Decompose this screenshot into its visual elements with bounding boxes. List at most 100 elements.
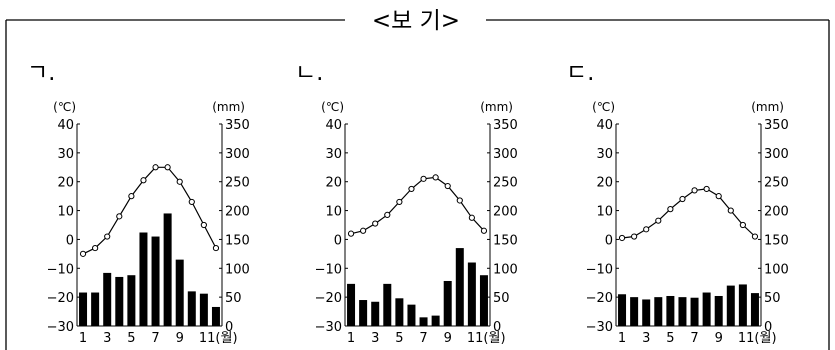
panel-label: ㄷ. (566, 60, 594, 86)
month-tick-label: 3 (642, 331, 650, 346)
temperature-tick-label: −20 (586, 291, 613, 306)
precipitation-bar (690, 297, 699, 326)
temperature-tick-label: 10 (325, 205, 342, 220)
precipitation-bar (738, 284, 747, 326)
temperature-tick-label: 0 (605, 233, 613, 248)
temperature-unit: (℃) (321, 100, 344, 114)
precipitation-tick-label: 200 (225, 205, 250, 220)
temperature-point (347, 230, 355, 237)
precipitation-unit: (mm) (480, 100, 513, 114)
temperature-tick-label: 30 (596, 147, 613, 162)
precipitation-bar (702, 292, 711, 326)
panel-label: ㄱ. (27, 60, 55, 86)
precipitation-bar (383, 283, 392, 326)
precipitation-tick-label: 50 (493, 291, 510, 306)
month-tick-label: 11(월) (738, 331, 777, 346)
temperature-point (188, 198, 195, 206)
precipitation-bar (115, 276, 124, 326)
precipitation-bar (175, 259, 184, 326)
temperature-tick-label: 20 (325, 176, 342, 191)
temperature-tick-label: 10 (596, 205, 613, 220)
precipitation-unit: (mm) (212, 100, 245, 114)
temperature-point (200, 221, 207, 229)
temperature-point (116, 213, 123, 220)
precipitation-bar (678, 297, 687, 326)
precipitation-tick-label: 150 (493, 233, 518, 248)
temperature-tick-label: 40 (596, 118, 613, 133)
temperature-point (679, 195, 686, 203)
precipitation-bar (630, 297, 639, 326)
month-tick-label: 1 (347, 331, 355, 346)
precipitation-tick-label: 350 (493, 118, 518, 133)
precipitation-bar (79, 292, 88, 326)
temperature-tick-label: 20 (57, 176, 74, 191)
temperature-unit: (℃) (53, 100, 76, 114)
precipitation-bar (347, 283, 356, 326)
precipitation-bar (726, 285, 735, 326)
temperature-line (350, 176, 485, 235)
temperature-point (104, 233, 111, 240)
precipitation-tick-label: 0 (493, 320, 501, 335)
month-tick-label: 11(월) (467, 331, 506, 346)
climate-chart-a: ㄱ.(℃) (mm)403020100−10−20−303503002502001… (27, 60, 250, 346)
temperature-tick-label: −10 (586, 262, 613, 277)
temperature-point (372, 220, 379, 227)
temperature-point (92, 244, 99, 252)
temperature-tick-label: −30 (586, 320, 613, 335)
precipitation-tick-label: 350 (764, 118, 789, 133)
temperature-point (408, 185, 415, 193)
precipitation-bar (714, 295, 723, 326)
precipitation-bar (359, 300, 368, 326)
precipitation-bar (395, 298, 404, 326)
temperature-tick-label: 20 (596, 176, 613, 191)
temperature-line (82, 166, 217, 255)
precipitation-tick-label: 250 (764, 176, 789, 191)
temperature-point (703, 185, 710, 193)
precipitation-bar (151, 236, 160, 326)
precipitation-tick-label: 300 (764, 147, 789, 162)
temperature-point (384, 211, 391, 218)
month-tick-label: 7 (151, 331, 159, 346)
precipitation-tick-label: 200 (764, 205, 789, 220)
temperature-tick-label: 40 (325, 118, 342, 133)
precipitation-tick-label: 100 (493, 262, 518, 277)
precipitation-bar (211, 306, 220, 326)
precipitation-bar (479, 275, 488, 326)
precipitation-tick-label: 300 (225, 147, 250, 162)
temperature-tick-label: 30 (325, 147, 342, 162)
temperature-tick-label: −20 (47, 291, 74, 306)
month-tick-label: 3 (371, 331, 379, 346)
temperature-point (727, 207, 734, 214)
month-tick-label: 11(월) (199, 331, 238, 346)
precipitation-bar (187, 291, 196, 326)
precipitation-tick-label: 50 (764, 291, 781, 306)
precipitation-tick-label: 300 (493, 147, 518, 162)
temperature-point (212, 244, 220, 252)
precipitation-bar (419, 317, 428, 326)
temperature-point (643, 226, 650, 233)
temperature-point (176, 178, 183, 185)
temperature-point (128, 193, 135, 200)
box-title: <보 기> (372, 8, 460, 34)
temperature-point (152, 164, 159, 171)
precipitation-tick-label: 350 (225, 118, 250, 133)
climate-chart-b: ㄴ.(℃) (mm)403020100−10−20−303503002502001… (295, 60, 518, 346)
month-tick-label: 1 (618, 331, 626, 346)
temperature-point (655, 217, 662, 224)
precipitation-bar (455, 248, 464, 326)
temperature-point (468, 214, 475, 221)
precipitation-bar (654, 297, 663, 326)
temperature-unit: (℃) (592, 100, 615, 114)
temperature-point (618, 234, 626, 242)
temperature-point (360, 227, 367, 234)
precipitation-tick-label: 100 (225, 262, 250, 277)
month-tick-label: 7 (419, 331, 427, 346)
precipitation-bar (91, 292, 100, 326)
temperature-point (396, 198, 403, 206)
precipitation-bar (199, 293, 208, 326)
precipitation-bar (750, 293, 759, 326)
month-tick-label: 9 (444, 331, 452, 346)
temperature-tick-label: −10 (47, 262, 74, 277)
precipitation-bar (139, 232, 148, 326)
